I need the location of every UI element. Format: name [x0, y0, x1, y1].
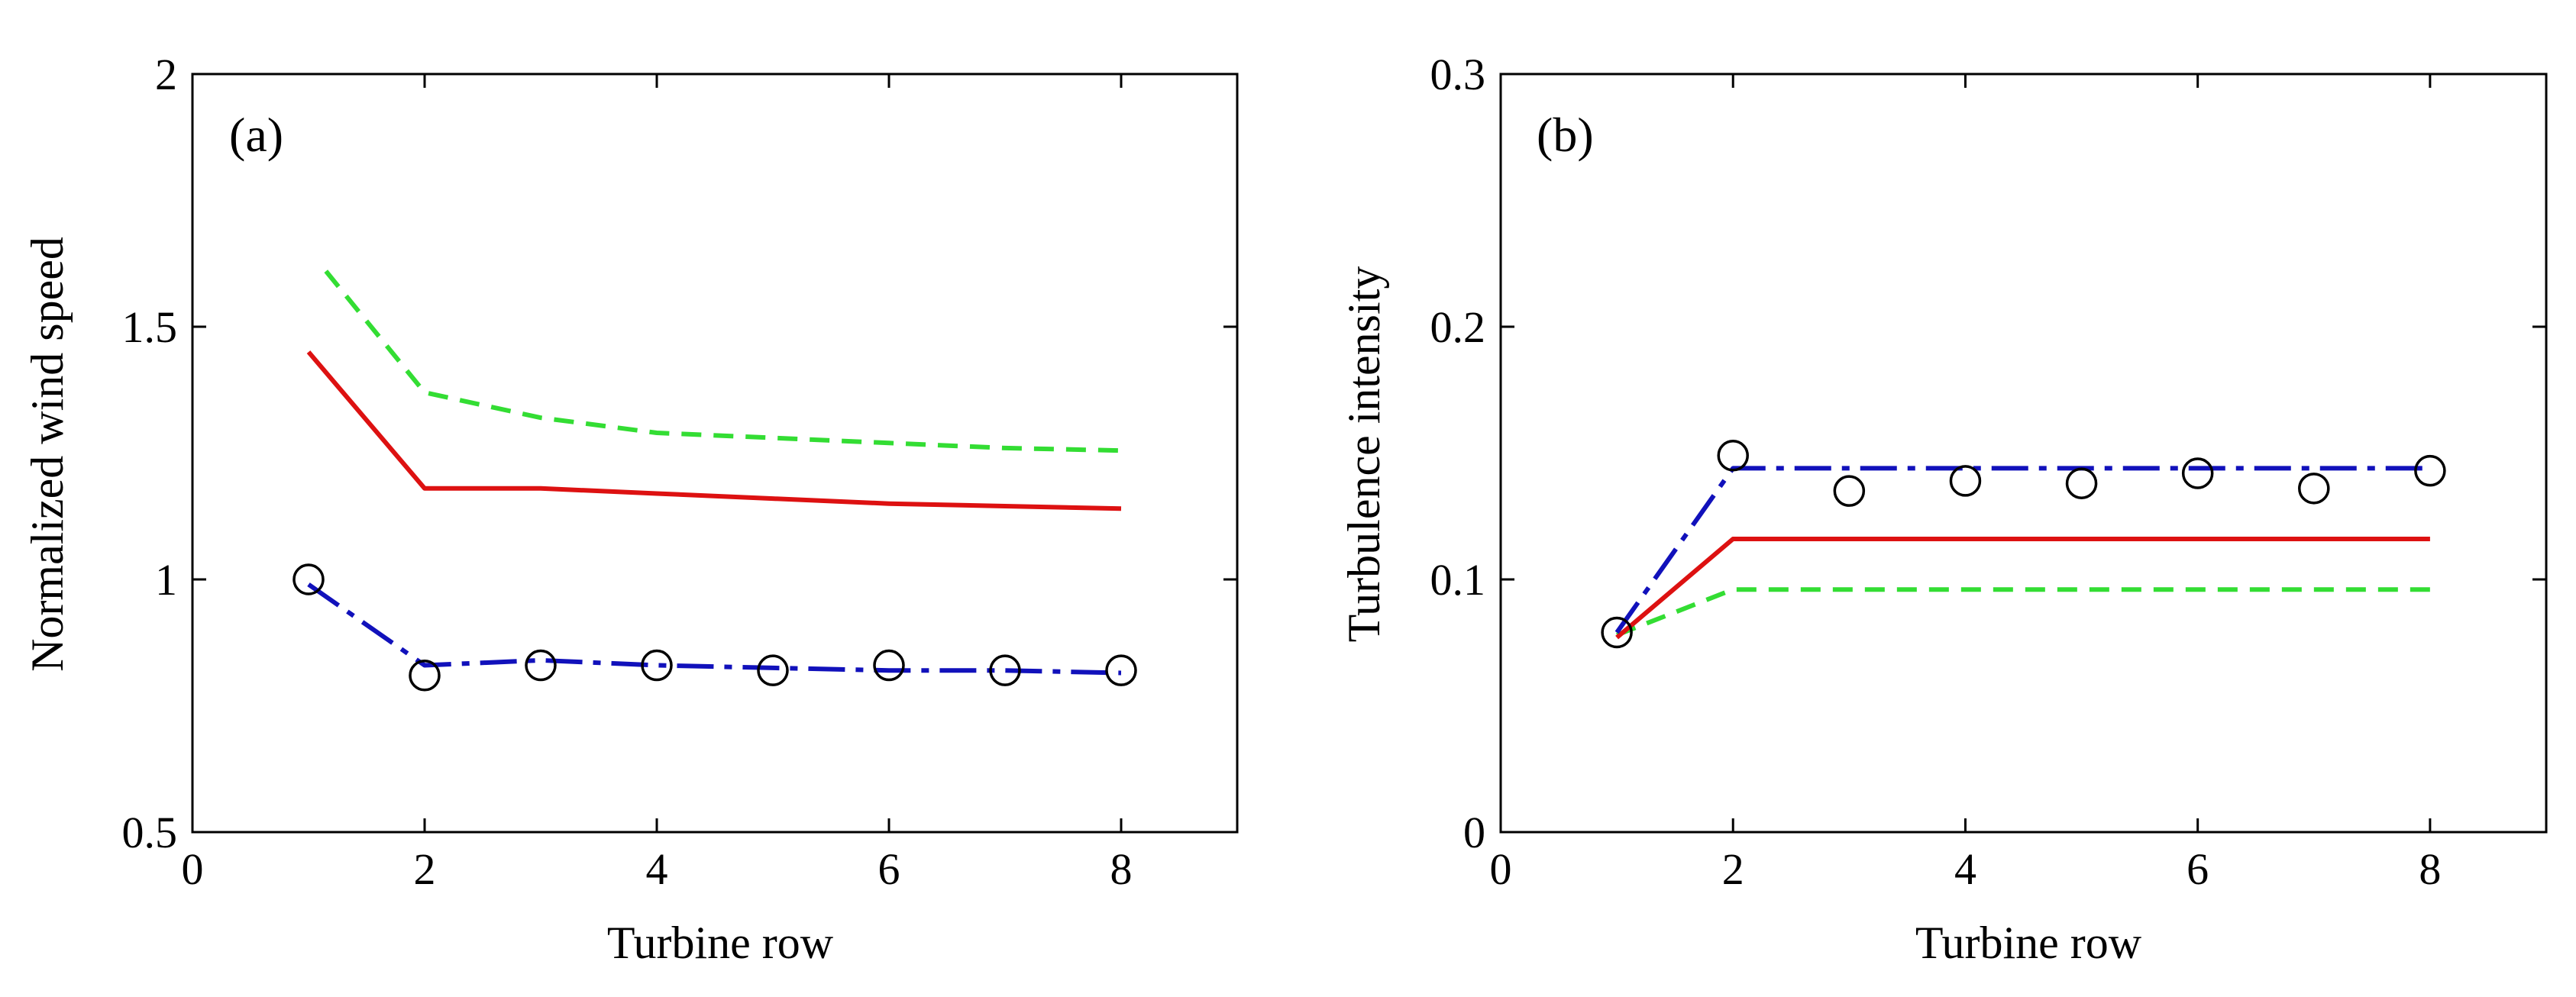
x-axis-label: Turbine row [607, 918, 834, 968]
data-point-circle [525, 649, 557, 682]
y-tick-label: 2 [155, 50, 177, 99]
data-point-circle [641, 649, 673, 682]
data-point-circle [873, 649, 905, 682]
x-tick-label: 4 [1954, 844, 1976, 894]
x-tick-label: 0 [182, 844, 204, 894]
data-point-circle [2414, 454, 2446, 487]
x-tick-label: 2 [1722, 844, 1744, 894]
x-tick-label: 4 [646, 844, 668, 894]
data-point-circle [1833, 475, 1866, 507]
y-tick-label: 1.5 [122, 302, 178, 352]
y-tick-label: 0.3 [1430, 50, 1486, 99]
data-point-circle [2298, 473, 2330, 505]
data-point-circle [757, 654, 789, 686]
data-point-circle [293, 563, 325, 595]
series-line-dashdot [307, 582, 1122, 676]
data-point-circle [1949, 465, 1982, 497]
y-axis-label: Normalized wind speed [22, 237, 73, 672]
data-point-circle [2065, 467, 2098, 499]
data-point-circle [1105, 654, 1137, 686]
series-line-solid [306, 350, 1122, 511]
x-tick-label: 6 [2187, 844, 2209, 894]
series-line-dashed [324, 269, 1122, 453]
data-point-circle [409, 660, 441, 692]
plot-frame [1499, 73, 2548, 834]
x-tick-label: 6 [878, 844, 900, 894]
x-tick-label: 8 [2419, 844, 2441, 894]
data-point-circle [2181, 457, 2214, 489]
data-point-circle [1601, 616, 1633, 649]
data-point-circle [989, 654, 1021, 686]
series-line-solid [1615, 537, 2430, 640]
panel-label: (b) [1537, 108, 1594, 162]
x-tick-label: 2 [414, 844, 436, 894]
data-point-circle [1717, 440, 1749, 472]
y-axis-label: Turbulence intensity [1339, 266, 1389, 643]
plot-frame [191, 73, 1239, 834]
panel-label: (a) [229, 108, 283, 162]
panel-a: (a) Turbine row Normalized wind speed 0 2… [22, 50, 1239, 968]
y-tick-label: 0.1 [1430, 555, 1486, 605]
y-tick-label: 0 [1463, 808, 1485, 857]
y-tick-label: 1 [155, 555, 177, 605]
x-tick-label: 8 [1110, 844, 1133, 894]
x-axis-label: Turbine row [1915, 918, 2142, 968]
x-tick-label: 0 [1490, 844, 1512, 894]
y-tick-label: 0.2 [1430, 302, 1486, 352]
panel-b: (b) Turbine row Turbulence intensity 0 2 4… [1339, 50, 2548, 968]
y-tick-label: 0.5 [122, 808, 178, 857]
series-line-dashed [1616, 587, 2430, 637]
series-line-dashdot [1614, 466, 2430, 634]
